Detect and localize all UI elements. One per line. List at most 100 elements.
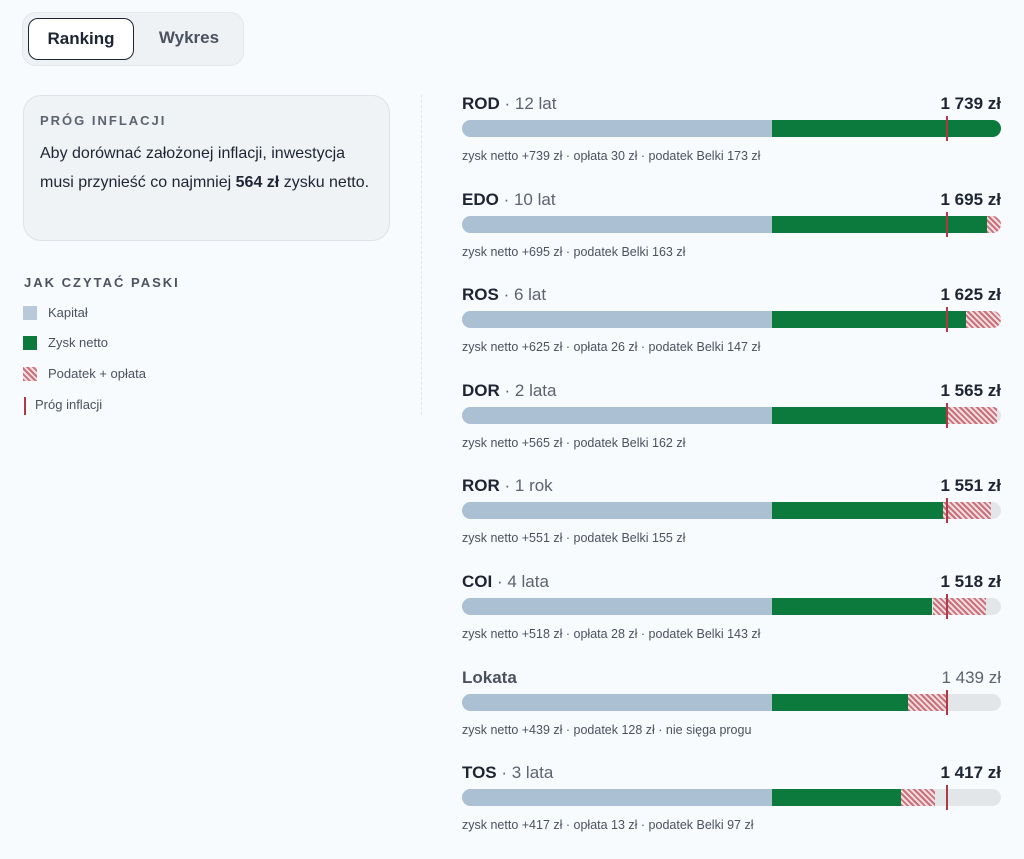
row-title: Lokata bbox=[462, 667, 517, 689]
row-note: zysk netto +625 zł · opłata 26 zł · poda… bbox=[462, 340, 761, 355]
row-title: ROD · 12 lat bbox=[462, 93, 556, 115]
inflation-threshold-marker bbox=[945, 211, 948, 237]
row-total: 1 518 zł bbox=[940, 572, 1002, 591]
legend-label: Zysk netto bbox=[48, 335, 108, 350]
row-term-prefix: · bbox=[496, 763, 512, 783]
tax-fee-segment bbox=[901, 789, 936, 807]
tab-wykres[interactable]: Wykres bbox=[158, 28, 220, 47]
row-term: 12 lat bbox=[514, 94, 557, 113]
row-bar bbox=[462, 120, 1001, 137]
capital-segment bbox=[462, 502, 772, 520]
capital-segment bbox=[462, 693, 772, 711]
net-profit-segment bbox=[771, 502, 943, 520]
row-term: 4 lata bbox=[507, 572, 549, 591]
inflation-threshold-marker bbox=[945, 498, 948, 524]
row-note: zysk netto +739 zł · opłata 30 zł · poda… bbox=[462, 149, 761, 163]
row-term: 1 rok bbox=[514, 476, 553, 496]
row-term: 3 lata bbox=[511, 763, 554, 783]
row-title: DOR · 2 lata bbox=[462, 380, 556, 402]
row-code: TOS bbox=[462, 763, 497, 783]
row-total: 1 417 zł bbox=[940, 763, 1002, 783]
tax-fee-segment bbox=[965, 311, 1001, 329]
row-total: 1 565 zł bbox=[940, 380, 1002, 400]
row-bar bbox=[462, 311, 1001, 329]
row-note: zysk netto +695 zł · podatek Belki 163 z… bbox=[462, 244, 686, 259]
ranking-row: DOR · 2 lata 1 565 zł zysk netto +565 zł ·… bbox=[462, 380, 1001, 460]
net-profit-segment bbox=[771, 120, 1001, 137]
row-code: DOR bbox=[462, 380, 500, 400]
row-total: 1 739 zł bbox=[940, 94, 1002, 113]
inflation-card-text-before: Aby dorównać założonej inflacji, inwesty… bbox=[40, 145, 346, 191]
net-profit-segment bbox=[771, 693, 908, 711]
row-title: ROR · 1 rok bbox=[462, 475, 553, 497]
ranking-row: ROD · 12 lat 1 739 zł zysk netto +739 zł ·… bbox=[462, 93, 1001, 173]
ranking-row: ROS · 6 lat 1 625 zł zysk netto +625 zł · … bbox=[462, 284, 1001, 364]
view-tabs: Ranking Wykres bbox=[22, 12, 244, 66]
row-bar bbox=[462, 789, 1001, 807]
row-header: ROR · 1 rok 1 551 zł bbox=[462, 475, 1001, 497]
capital-segment bbox=[462, 120, 772, 137]
capital-swatch-icon bbox=[23, 306, 37, 320]
inflation-threshold-marker bbox=[945, 402, 948, 428]
row-term: 6 lat bbox=[513, 285, 547, 305]
row-term-prefix: · bbox=[498, 189, 514, 209]
inflation-threshold-marker bbox=[945, 594, 948, 619]
net-profit-segment bbox=[771, 789, 902, 807]
row-term-prefix: · bbox=[492, 572, 508, 591]
capital-segment bbox=[462, 598, 772, 615]
row-header: ROD · 12 lat 1 739 zł bbox=[462, 93, 1001, 115]
legend-label: Kapitał bbox=[48, 305, 88, 320]
row-total: 1 551 zł bbox=[940, 476, 1002, 496]
tax-fee-segment bbox=[942, 502, 991, 520]
tax-fee-swatch-icon bbox=[23, 367, 37, 381]
tax-fee-segment bbox=[932, 598, 986, 615]
row-code: COI bbox=[462, 572, 493, 591]
tax-fee-segment bbox=[947, 406, 998, 424]
threshold-line-icon bbox=[24, 397, 26, 415]
net-profit-segment bbox=[771, 311, 966, 329]
capital-segment bbox=[462, 311, 772, 329]
row-note: zysk netto +417 zł · opłata 13 zł · poda… bbox=[462, 818, 754, 833]
row-term: 10 lat bbox=[513, 189, 556, 209]
inflation-card-text-after: zysku netto. bbox=[283, 174, 370, 191]
ranking-row: Lokata 1 439 zł zysk netto +439 zł · podat… bbox=[462, 667, 1001, 747]
row-title: EDO · 10 lat bbox=[462, 189, 556, 211]
ranking-row: TOS · 3 lata 1 417 zł zysk netto +417 zł ·… bbox=[462, 762, 1001, 842]
legend-label: Próg inflacji bbox=[35, 397, 103, 412]
inflation-card-title: PRÓG INFLACJI bbox=[40, 113, 167, 128]
row-header: EDO · 10 lat 1 695 zł bbox=[462, 189, 1001, 211]
row-term-prefix: · bbox=[499, 94, 515, 113]
net-profit-segment bbox=[771, 215, 988, 233]
inflation-threshold-marker bbox=[945, 307, 948, 333]
row-title: ROS · 6 lat bbox=[462, 284, 546, 306]
tax-fee-segment bbox=[987, 215, 1001, 233]
tab-ranking[interactable]: Ranking bbox=[28, 18, 134, 60]
row-header: COI · 4 lata 1 518 zł bbox=[462, 571, 1001, 593]
row-note: zysk netto +551 zł · podatek Belki 155 z… bbox=[462, 531, 686, 546]
row-total: 1 439 zł bbox=[941, 667, 1001, 687]
capital-segment bbox=[462, 406, 772, 424]
capital-segment bbox=[462, 789, 772, 807]
row-code: ROR bbox=[462, 476, 500, 496]
row-title: TOS · 3 lata bbox=[462, 762, 553, 784]
row-code: EDO bbox=[462, 189, 499, 209]
row-code: Lokata bbox=[462, 667, 517, 687]
legend-label: Podatek + opłata bbox=[48, 366, 146, 381]
row-bar bbox=[462, 598, 1001, 615]
row-bar bbox=[462, 215, 1001, 233]
row-header: ROS · 6 lat 1 625 zł bbox=[462, 284, 1001, 306]
row-bar bbox=[462, 406, 1001, 424]
row-code: ROD bbox=[462, 94, 500, 113]
row-header: DOR · 2 lata 1 565 zł bbox=[462, 380, 1001, 402]
ranking-row: EDO · 10 lat 1 695 zł zysk netto +695 zł ·… bbox=[462, 189, 1001, 269]
ranking-row: ROR · 1 rok 1 551 zł zysk netto +551 zł · … bbox=[462, 475, 1001, 555]
row-term-prefix: · bbox=[499, 380, 515, 400]
ranking-row: COI · 4 lata 1 518 zł zysk netto +518 zł ·… bbox=[462, 571, 1001, 651]
row-term-prefix: · bbox=[499, 476, 515, 496]
capital-segment bbox=[462, 215, 772, 233]
inflation-card-text: Aby dorównać założonej inflacji, inwesty… bbox=[40, 139, 373, 197]
row-total: 1 625 zł bbox=[940, 285, 1002, 305]
inflation-threshold-marker bbox=[945, 785, 948, 811]
row-title: COI · 4 lata bbox=[462, 571, 549, 593]
row-note: zysk netto +518 zł · opłata 28 zł · poda… bbox=[462, 627, 761, 641]
